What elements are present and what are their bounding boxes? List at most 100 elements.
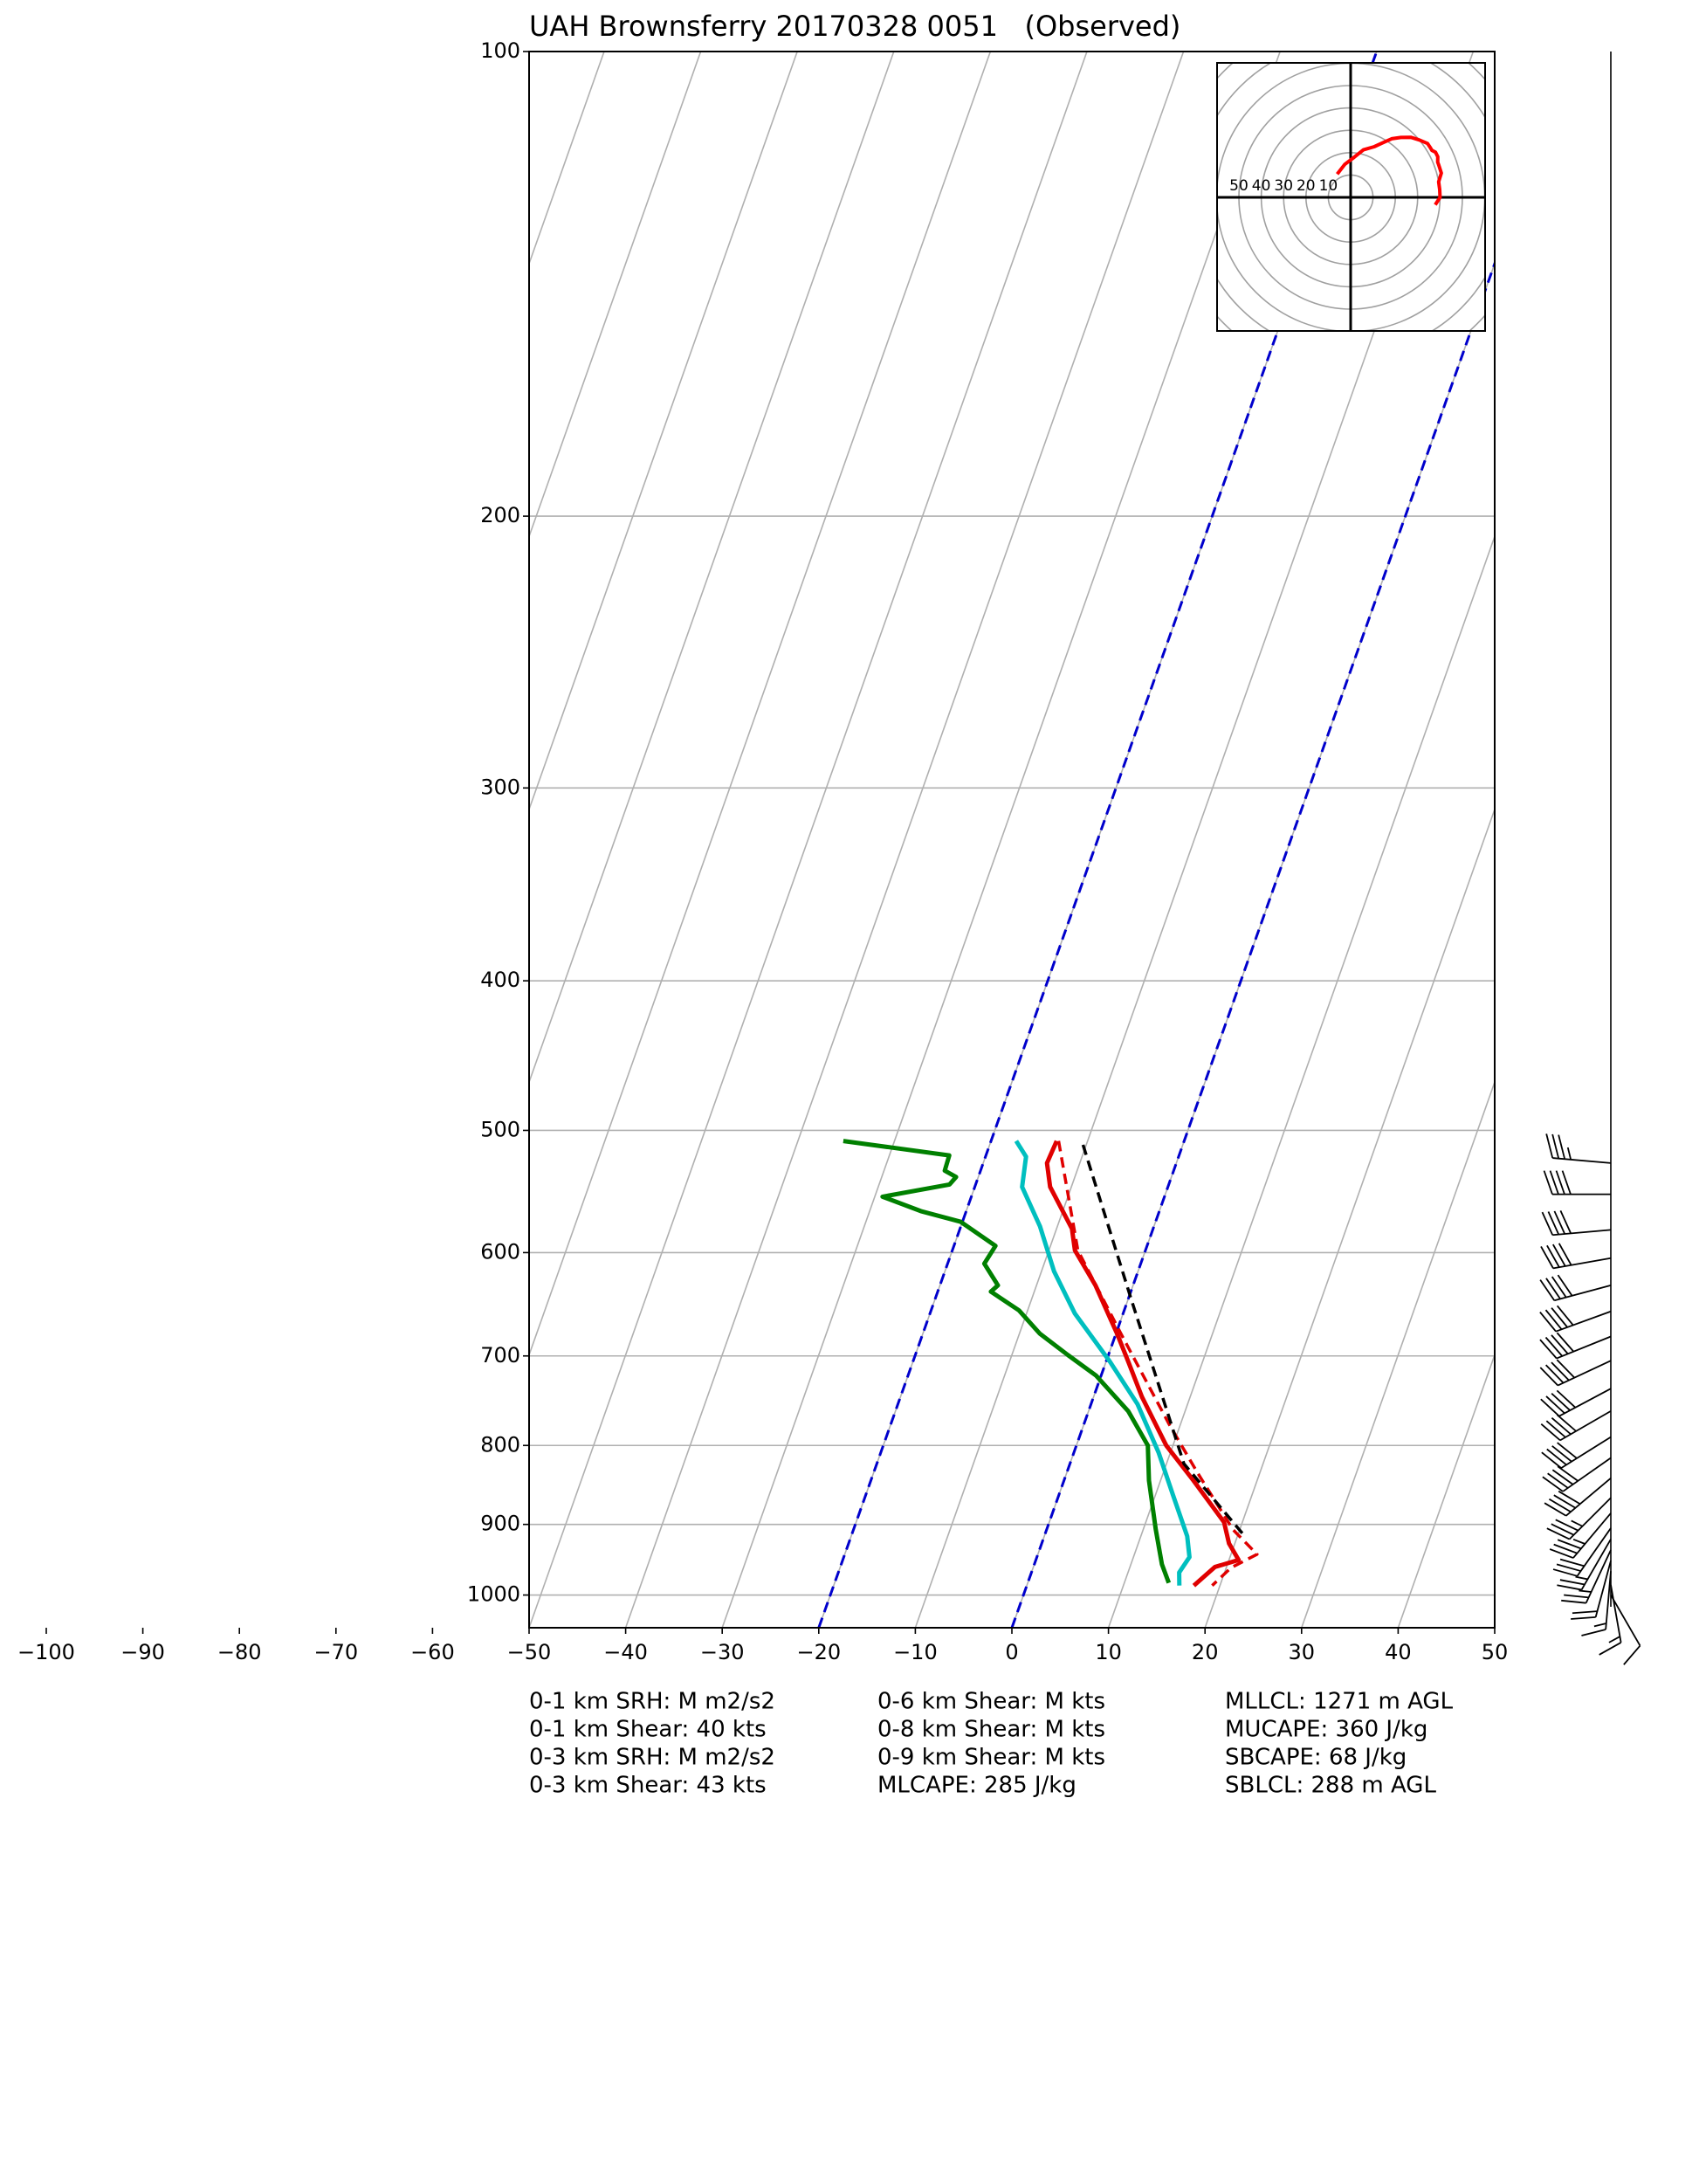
- y-tick-label: 700: [480, 1343, 520, 1368]
- stat-text: 0-9 km Shear: M kts: [877, 1745, 1105, 1771]
- barb-staff: [1560, 1436, 1612, 1469]
- wind-barb: [1610, 1595, 1641, 1665]
- barb-feather: [1557, 1442, 1578, 1459]
- dashed-isotherm: [1010, 259, 1495, 1628]
- isotherm: [529, 52, 1088, 1628]
- hodo-line: [1336, 135, 1443, 206]
- barb-staff: [1594, 1560, 1612, 1618]
- wind-barb: [1540, 1243, 1612, 1270]
- barb-feather: [1551, 1445, 1572, 1463]
- isotherm: [529, 52, 702, 539]
- barb-feather: [1546, 1244, 1560, 1268]
- barb-staff: [1552, 1157, 1612, 1164]
- barb-staff: [1572, 1512, 1612, 1559]
- barb-feather: [1541, 1211, 1554, 1236]
- barb-staff: [1610, 1595, 1641, 1647]
- x-tick-label: −60: [410, 1640, 455, 1664]
- barb-staff: [1552, 1229, 1612, 1237]
- x-tick-label: 30: [1289, 1640, 1316, 1664]
- wind-barb: [1545, 1133, 1612, 1164]
- y-tick-label: 800: [480, 1432, 520, 1457]
- barb-feather: [1558, 1243, 1572, 1266]
- dashed-isotherm: [817, 52, 1379, 1628]
- barb-feather: [1551, 1417, 1572, 1436]
- barb-feather: [1556, 1389, 1576, 1409]
- barb-feather: [1542, 1476, 1564, 1492]
- wind-barb: [1581, 1571, 1612, 1636]
- barb-feather: [1539, 1367, 1558, 1387]
- wind-barb: [1561, 1549, 1612, 1604]
- wind-barb: [1557, 1539, 1612, 1591]
- barb-half: [1566, 1147, 1572, 1161]
- barb-staff: [1580, 1539, 1612, 1591]
- x-tick-label: 50: [1482, 1640, 1509, 1664]
- wind-barb: [1539, 1305, 1612, 1333]
- y-tick-label: 300: [480, 775, 520, 799]
- barb-staff: [1576, 1527, 1612, 1577]
- barb-half: [1579, 1589, 1592, 1593]
- wind-barb: [1543, 1170, 1611, 1195]
- barb-feather: [1623, 1644, 1641, 1665]
- barb-feather: [1552, 1244, 1566, 1267]
- x-tick-label: −40: [603, 1640, 648, 1664]
- x-tick-label: −70: [313, 1640, 358, 1664]
- barb-feather: [1571, 1616, 1596, 1620]
- profile-line: [1044, 1140, 1242, 1588]
- hodograph-frame: [1216, 62, 1486, 332]
- barb-feather: [1551, 1334, 1569, 1354]
- ring-label: 40: [1252, 177, 1271, 195]
- barb-feather: [1539, 1311, 1557, 1333]
- stat-text: SBCAPE: 68 J/kg: [1225, 1745, 1407, 1771]
- barb-staff: [1557, 1360, 1612, 1387]
- x-tick-label: 10: [1095, 1640, 1122, 1664]
- barb-staff: [1605, 1571, 1612, 1630]
- barb-staff: [1610, 1584, 1622, 1643]
- barb-half: [1593, 1622, 1606, 1628]
- barb-feather: [1559, 1209, 1572, 1234]
- barb-feather: [1545, 1364, 1565, 1384]
- barb-feather: [1556, 1414, 1577, 1432]
- plot-area: [529, 52, 1495, 1628]
- barb-feather: [1558, 1134, 1566, 1160]
- wind-barb: [1540, 1388, 1612, 1417]
- x-tick-label: −90: [120, 1640, 165, 1664]
- barb-feather: [1564, 1594, 1589, 1599]
- x-tick-label: −10: [893, 1640, 938, 1664]
- barb-staff: [1559, 1410, 1612, 1442]
- barb-feather: [1551, 1469, 1574, 1485]
- wind-barb: [1552, 1527, 1612, 1577]
- wind-barb: [1546, 1497, 1612, 1540]
- barb-feather: [1543, 1170, 1553, 1195]
- barb-half: [1571, 1519, 1583, 1527]
- isotherm: [529, 52, 992, 1357]
- barb-staff: [1565, 1478, 1612, 1517]
- barb-staff: [1552, 1257, 1612, 1270]
- ring-label: 20: [1297, 177, 1316, 195]
- x-tick-label: −30: [700, 1640, 745, 1664]
- barb-staff: [1554, 1285, 1612, 1302]
- barb-feather: [1547, 1472, 1569, 1489]
- ring-label: 50: [1229, 177, 1248, 195]
- wind-barb: [1541, 1436, 1612, 1469]
- stat-text: 0-1 km Shear: 40 kts: [529, 1717, 767, 1743]
- barb-feather: [1572, 1610, 1598, 1615]
- stat-text: 0-6 km Shear: M kts: [877, 1689, 1105, 1715]
- barb-feather: [1555, 1170, 1565, 1195]
- x-tick-label: 0: [1005, 1640, 1018, 1664]
- barb-feather: [1544, 1502, 1567, 1517]
- barb-feather: [1545, 1420, 1566, 1438]
- wind-barb: [1544, 1478, 1612, 1517]
- stat-text: 0-8 km Shear: M kts: [877, 1717, 1105, 1743]
- isotherm: [1107, 534, 1495, 1628]
- barb-feather: [1546, 1527, 1571, 1540]
- x-tick-label: 20: [1192, 1640, 1219, 1664]
- barb-feather: [1551, 1393, 1571, 1411]
- isotherm: [1204, 807, 1495, 1628]
- barb-feather: [1551, 1276, 1567, 1299]
- barb-feather: [1556, 1563, 1581, 1572]
- x-tick-label: −80: [217, 1640, 262, 1664]
- barb-feather: [1551, 1523, 1574, 1536]
- barb-staff: [1585, 1549, 1612, 1604]
